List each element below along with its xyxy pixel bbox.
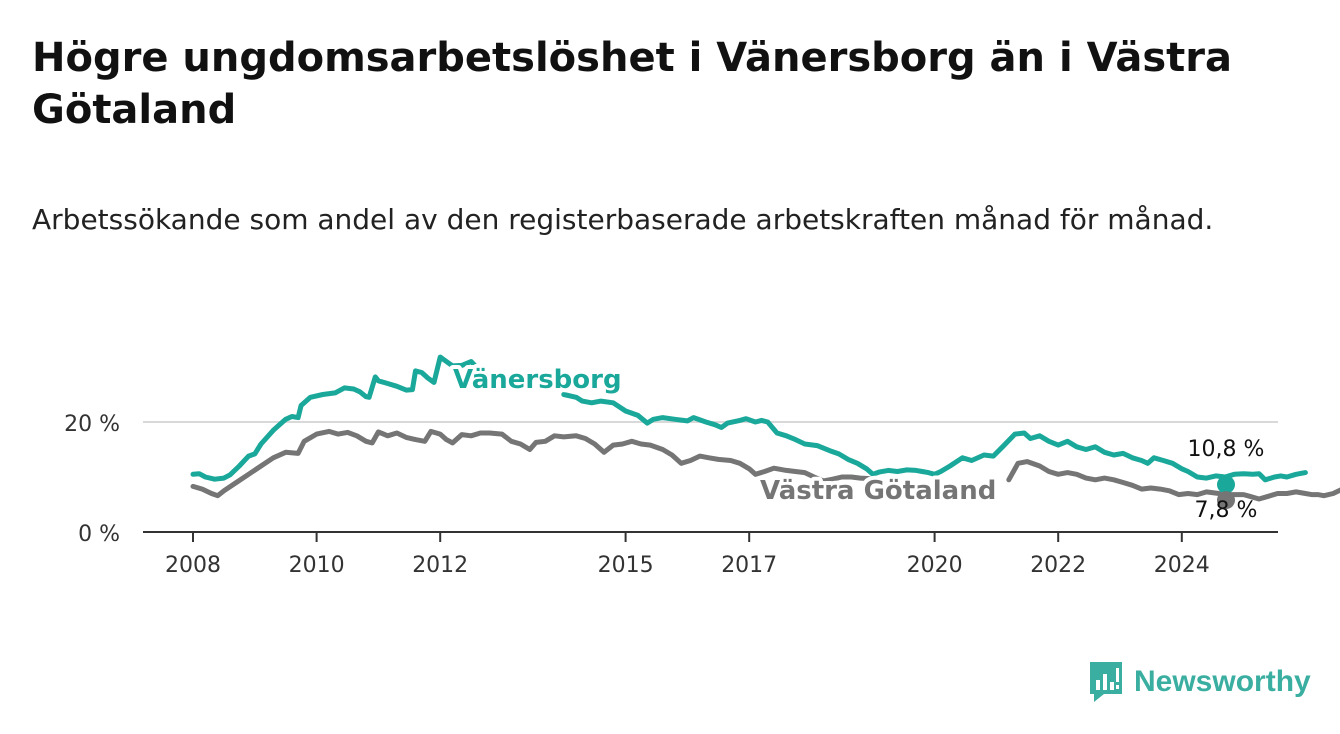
series-line-v-stra-g-taland-seg2 bbox=[1006, 459, 1340, 502]
x-tick-label: 2012 bbox=[412, 553, 468, 578]
x-tick-label: 2008 bbox=[165, 553, 221, 578]
series-label-vastra-gotaland: Västra Götaland bbox=[760, 476, 996, 506]
y-tick-label: 20 % bbox=[64, 412, 120, 437]
y-tick-label: 0 % bbox=[78, 522, 120, 547]
series-label-vanersborg: Vänersborg bbox=[453, 365, 622, 395]
x-tick-label: 2010 bbox=[289, 553, 345, 578]
end-label-vanersborg: 10,8 % bbox=[1188, 437, 1265, 462]
series-label-vanersborg-halo: Vänersborg bbox=[453, 365, 622, 395]
series-label-vastra-gotaland-halo: Västra Götaland bbox=[760, 476, 996, 506]
chart-subtitle: Arbetssökande som andel av den registerb… bbox=[32, 203, 1214, 236]
x-tick-label: 2015 bbox=[598, 553, 654, 578]
series-line-v-nersborg-seg2 bbox=[561, 392, 1308, 483]
series-line-v-stra-g-taland-seg1 bbox=[190, 428, 879, 499]
series-line-v-nersborg-seg1 bbox=[190, 354, 499, 482]
end-point-vastra-gotaland bbox=[1217, 491, 1235, 510]
end-point-vanersborg bbox=[1217, 475, 1235, 494]
x-tick-label: 2022 bbox=[1030, 553, 1086, 578]
brand-name: Newsworthy bbox=[1134, 665, 1311, 698]
newsworthy-logo-icon bbox=[1090, 662, 1122, 702]
end-label-vastra-gotaland: 7,8 % bbox=[1195, 498, 1258, 523]
chart-title: Högre ungdomsarbetslöshet i Vänersborg ä… bbox=[32, 35, 1232, 133]
x-tick-label: 2020 bbox=[907, 553, 963, 578]
x-tick-label: 2024 bbox=[1154, 553, 1210, 578]
newsworthy-logo: Newsworthy bbox=[1088, 660, 1311, 704]
x-tick-label: 2017 bbox=[721, 553, 777, 578]
